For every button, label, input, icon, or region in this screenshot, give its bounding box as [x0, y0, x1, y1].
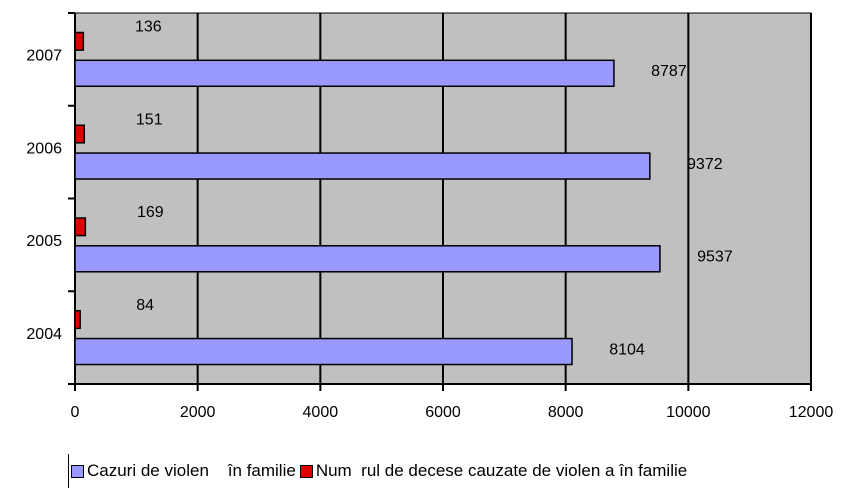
bar-series-2-2005 — [74, 217, 87, 237]
y-tick-label-2004: 2004 — [26, 326, 62, 343]
bar-series-2-2004 — [74, 309, 81, 330]
bar-series-1-2005 — [74, 245, 661, 273]
y-tick-label-2006: 2006 — [26, 140, 62, 157]
bar-series-1-2004 — [74, 337, 573, 366]
legend-swatch-series-1 — [71, 464, 84, 478]
data-label-series-2-2006: 151 — [136, 111, 163, 128]
bar-series-2-2007 — [74, 31, 85, 51]
bar-series-1-2006 — [74, 152, 651, 180]
y-tick-label-2007: 2007 — [26, 48, 62, 65]
x-tick-label-6000: 6000 — [425, 404, 461, 421]
data-label-series-2-2004: 84 — [136, 297, 154, 314]
data-label-series-2-2007: 136 — [135, 19, 162, 36]
x-tick-label-2000: 2000 — [180, 404, 216, 421]
legend-item-series-2: Num rul de decese cauzate de violen a în… — [299, 461, 688, 481]
data-label-series-1-2004: 8104 — [609, 341, 645, 358]
x-tick-label-10000: 10000 — [666, 404, 711, 421]
x-tick-label-4000: 4000 — [303, 404, 339, 421]
legend-label-series-1: Cazuri de violen în familie — [87, 461, 296, 480]
bar-series-2-2006 — [74, 124, 86, 144]
legend-swatch-series-2 — [299, 464, 313, 478]
data-label-series-2-2005: 169 — [137, 204, 164, 221]
legend-item-series-1: Cazuri de violen în familie — [71, 461, 296, 481]
x-tick-label-12000: 12000 — [789, 404, 834, 421]
legend-label-series-2: Num rul de decese cauzate de violen a în… — [315, 461, 688, 480]
y-tick-label-2005: 2005 — [26, 233, 62, 250]
bar-series-1-2007 — [74, 59, 615, 88]
x-tick-label-0: 0 — [71, 404, 80, 421]
data-label-series-1-2005: 9537 — [697, 249, 733, 266]
data-label-series-1-2006: 9372 — [687, 156, 723, 173]
data-label-series-1-2007: 8787 — [651, 63, 687, 80]
chart-legend: Cazuri de violen în familie Num rul de d… — [68, 454, 687, 488]
x-tick-label-8000: 8000 — [548, 404, 584, 421]
